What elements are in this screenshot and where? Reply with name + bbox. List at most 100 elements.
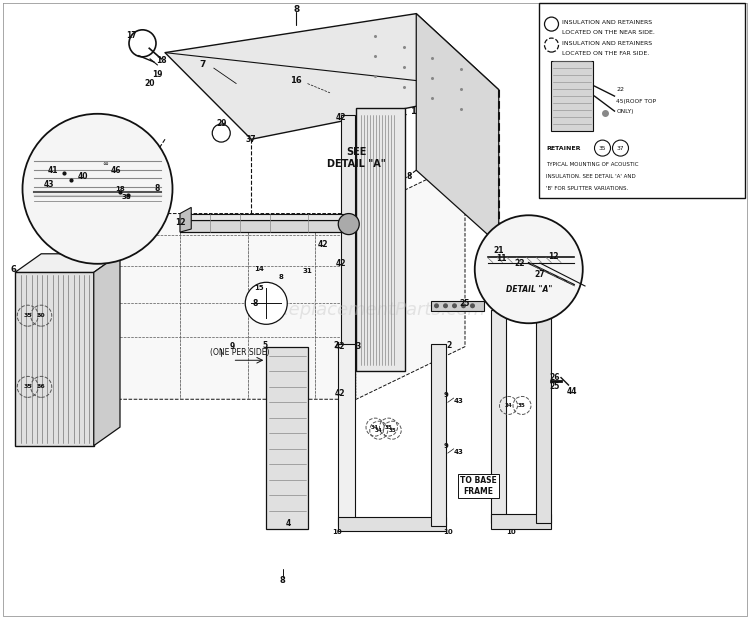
Polygon shape: [180, 220, 349, 232]
Text: (ONE PER SIDE): (ONE PER SIDE): [210, 348, 269, 357]
Text: 22: 22: [616, 87, 625, 92]
Text: 34: 34: [375, 428, 382, 433]
Text: INSULATION AND RETAINERS: INSULATION AND RETAINERS: [562, 20, 652, 25]
Text: 20: 20: [145, 79, 155, 88]
Text: LOCATED ON THE NEAR SIDE.: LOCATED ON THE NEAR SIDE.: [562, 30, 656, 35]
Text: 35: 35: [598, 145, 606, 150]
Polygon shape: [15, 272, 94, 446]
Text: INSULATION. SEE DETAIL 'A' AND: INSULATION. SEE DETAIL 'A' AND: [547, 173, 636, 179]
Text: 18: 18: [156, 56, 166, 65]
Text: 19: 19: [152, 70, 163, 79]
Text: 42: 42: [336, 259, 346, 267]
Text: 14: 14: [254, 266, 264, 272]
Text: 31: 31: [303, 267, 313, 274]
Text: TYPICAL MOUNTING OF ACOUSTIC: TYPICAL MOUNTING OF ACOUSTIC: [547, 162, 639, 167]
Text: 43: 43: [44, 180, 54, 189]
Text: 42: 42: [317, 240, 328, 249]
Text: 25: 25: [460, 299, 470, 308]
Text: 9: 9: [230, 342, 236, 351]
Text: 22: 22: [514, 259, 525, 267]
Text: 4: 4: [286, 519, 292, 527]
Text: 41: 41: [47, 166, 58, 175]
Text: 26: 26: [550, 373, 560, 382]
FancyBboxPatch shape: [538, 3, 745, 198]
Polygon shape: [165, 14, 499, 139]
Text: 8: 8: [252, 299, 258, 308]
Circle shape: [245, 282, 287, 324]
Text: 8: 8: [280, 576, 286, 585]
Text: 8: 8: [154, 184, 160, 193]
Circle shape: [22, 114, 172, 264]
Text: 2: 2: [446, 341, 452, 350]
Text: LOCATED ON THE FAR SIDE.: LOCATED ON THE FAR SIDE.: [562, 51, 650, 56]
Polygon shape: [431, 344, 446, 526]
Text: 3: 3: [356, 342, 361, 351]
Polygon shape: [338, 517, 446, 531]
Text: 15: 15: [254, 285, 263, 291]
Polygon shape: [266, 347, 308, 529]
Text: 21: 21: [494, 246, 504, 255]
Text: 43: 43: [454, 449, 464, 455]
Text: 8: 8: [406, 172, 412, 181]
Text: 35: 35: [385, 425, 392, 430]
Polygon shape: [180, 207, 191, 232]
Ellipse shape: [338, 214, 359, 235]
Circle shape: [434, 303, 439, 308]
Text: 16: 16: [290, 76, 302, 85]
Text: ONLY): ONLY): [616, 108, 634, 114]
Text: 7: 7: [200, 61, 206, 69]
Text: 8: 8: [279, 274, 284, 280]
Text: TO BASE
FRAME: TO BASE FRAME: [460, 476, 497, 496]
Text: 42: 42: [334, 389, 345, 397]
Text: 2: 2: [334, 341, 339, 350]
Text: 34: 34: [371, 425, 379, 430]
Polygon shape: [356, 108, 405, 371]
Text: eReplacementParts.com: eReplacementParts.com: [265, 300, 485, 319]
Polygon shape: [416, 14, 499, 245]
Text: 1: 1: [410, 107, 416, 116]
Text: 46: 46: [111, 166, 122, 175]
Text: 8: 8: [293, 5, 299, 14]
Circle shape: [212, 124, 230, 142]
Text: 40: 40: [77, 172, 88, 181]
Polygon shape: [15, 254, 120, 272]
Circle shape: [544, 17, 559, 31]
Text: 29: 29: [216, 119, 226, 128]
Text: 25: 25: [550, 383, 560, 391]
Text: 9: 9: [444, 392, 448, 398]
Polygon shape: [180, 214, 349, 220]
Circle shape: [452, 303, 457, 308]
Polygon shape: [338, 344, 355, 526]
Polygon shape: [116, 161, 465, 399]
Text: 27: 27: [535, 270, 545, 279]
Polygon shape: [491, 514, 551, 529]
Text: 10: 10: [333, 529, 343, 535]
Text: 37: 37: [246, 135, 256, 144]
Text: 36: 36: [37, 384, 46, 389]
Text: 42: 42: [336, 113, 346, 122]
Text: 35: 35: [388, 428, 396, 433]
Text: 37: 37: [616, 145, 624, 150]
Text: 18: 18: [116, 186, 125, 192]
Circle shape: [461, 303, 466, 308]
Circle shape: [470, 303, 475, 308]
Text: 44: 44: [566, 387, 577, 396]
Text: 35: 35: [23, 313, 32, 318]
Polygon shape: [550, 61, 592, 131]
Text: ∞: ∞: [102, 161, 108, 167]
Circle shape: [475, 215, 583, 323]
Text: 17: 17: [126, 32, 136, 40]
Polygon shape: [536, 310, 551, 523]
Text: 9: 9: [444, 443, 448, 449]
Text: 10: 10: [444, 529, 453, 535]
Text: 11: 11: [496, 254, 506, 263]
Text: 42: 42: [334, 342, 345, 351]
Polygon shape: [341, 115, 355, 396]
Polygon shape: [94, 254, 120, 446]
Text: 5: 5: [262, 341, 267, 350]
Text: 30: 30: [37, 313, 46, 318]
Polygon shape: [491, 310, 506, 523]
Text: 'B' FOR SPLITTER VARIATIONS.: 'B' FOR SPLITTER VARIATIONS.: [547, 186, 628, 191]
Text: 43: 43: [454, 398, 464, 404]
Text: DETAIL "A": DETAIL "A": [506, 285, 552, 294]
